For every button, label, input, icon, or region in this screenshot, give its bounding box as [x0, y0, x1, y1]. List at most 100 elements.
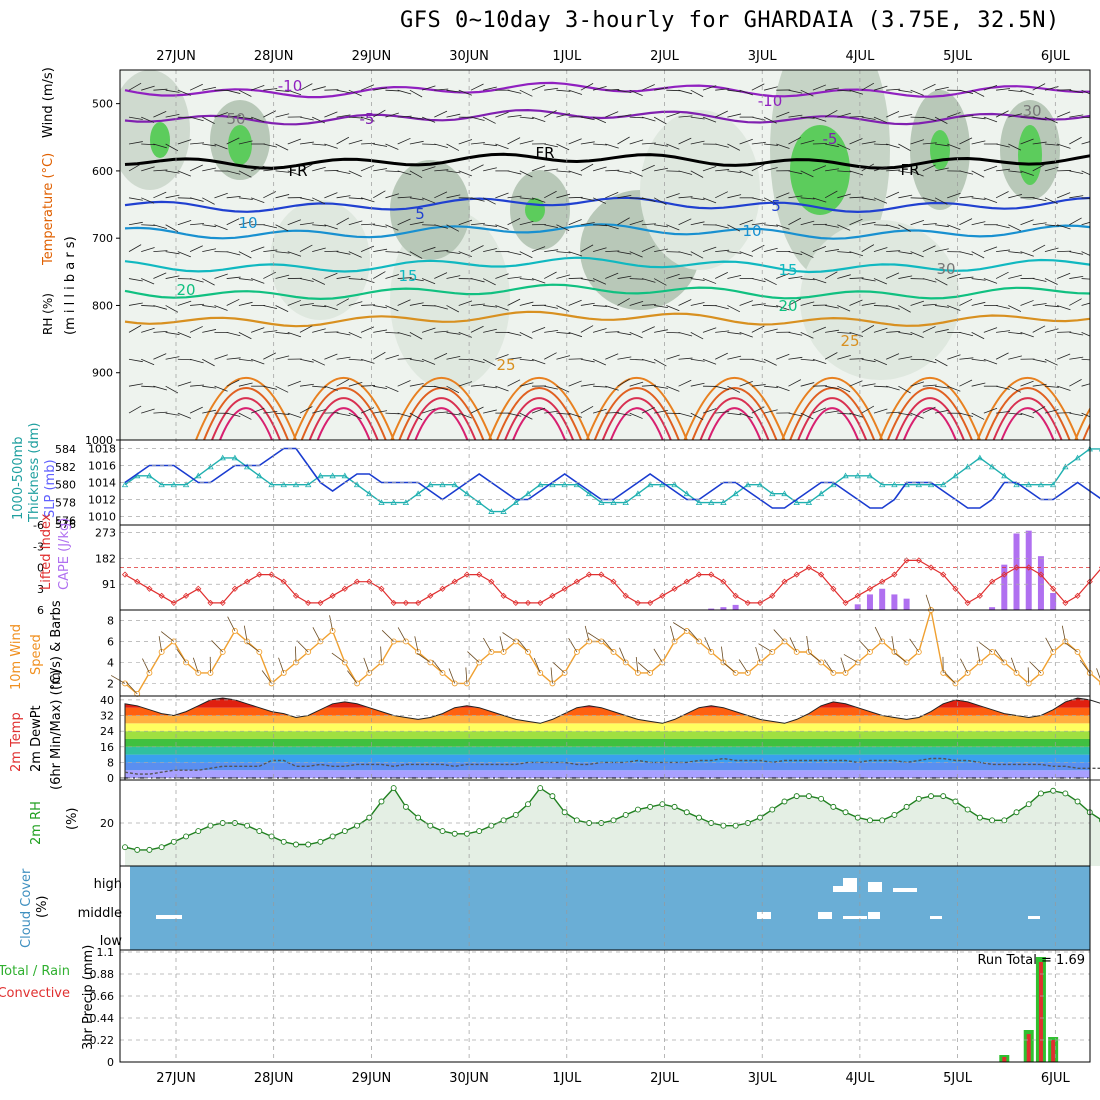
- wind-barb: [666, 224, 680, 231]
- cape-bar: [891, 594, 898, 610]
- rh2m-point: [903, 803, 910, 810]
- cape-bar: [879, 588, 886, 610]
- wind-barb: [995, 110, 1009, 118]
- wind-barb: [727, 113, 742, 118]
- wind-barb: [360, 245, 375, 253]
- wind-barb: [580, 358, 595, 363]
- li-point: [231, 585, 238, 592]
- wind-barb: [226, 412, 241, 417]
- thickness-point: [781, 490, 788, 497]
- wind-barb: [812, 407, 827, 414]
- wind-barb: [922, 197, 937, 202]
- contour-label: 20: [778, 297, 797, 315]
- wind-barb: [605, 191, 619, 199]
- wind-barb: [666, 193, 680, 199]
- li-point: [146, 585, 153, 592]
- wind-barb: [959, 412, 974, 417]
- temp-band: [125, 754, 1090, 763]
- wind-barb: [1057, 143, 1071, 149]
- wind-barb: [849, 170, 864, 176]
- wind-barb: [1020, 412, 1034, 419]
- wind-barb: [910, 220, 925, 226]
- wind-barb: [336, 356, 351, 360]
- thickness-point: [378, 499, 385, 506]
- wind10-barb: [380, 646, 382, 663]
- wind-barb: [544, 249, 559, 253]
- rh2m-point: [830, 803, 837, 810]
- li-tick: -6: [33, 519, 44, 532]
- wind-barb: [153, 330, 168, 333]
- wind-barb: [373, 305, 388, 309]
- boundary-layer-isotherm: [699, 397, 770, 440]
- wind10-barb: [176, 649, 187, 663]
- wind-barb: [837, 355, 851, 360]
- wind10-barb: [295, 646, 297, 663]
- boundary-layer-isotherm: [1091, 398, 1100, 440]
- wind-barb: [568, 299, 582, 306]
- wind-barb: [128, 302, 143, 306]
- wind-barb: [873, 327, 888, 333]
- wind-barb: [1032, 244, 1046, 252]
- wind-barb: [373, 224, 388, 228]
- rh-blob: [390, 160, 470, 260]
- day-label-bottom: 3JUL: [748, 1071, 778, 1086]
- temp-band: [125, 731, 1090, 739]
- cloud-cell: [156, 915, 182, 919]
- wind-barb: [788, 251, 803, 255]
- day-label-top: 30JUN: [449, 49, 489, 64]
- wind-barb: [373, 168, 388, 172]
- wind-barb: [690, 332, 704, 340]
- wind10-barb: [158, 636, 163, 653]
- wind-barb: [409, 116, 424, 120]
- wind10-barb: [670, 625, 675, 642]
- rh2m-point: [976, 814, 983, 821]
- wind-barb: [861, 278, 876, 282]
- wind-barb: [751, 197, 766, 202]
- pressure-tick: 500: [92, 98, 113, 111]
- wind-barb: [214, 385, 228, 392]
- wind-barb: [996, 88, 1011, 91]
- wind-barb: [959, 298, 973, 306]
- wind-barb: [934, 358, 948, 367]
- wind-barb: [556, 251, 571, 254]
- wind-barb: [128, 405, 142, 414]
- wind-barb: [385, 89, 400, 92]
- boundary-layer-isotherm: [894, 397, 965, 440]
- wind-barb: [495, 224, 509, 230]
- wind-barb: [922, 116, 937, 122]
- wind-barb: [263, 143, 278, 148]
- wind-barb: [763, 278, 777, 286]
- wind-barb: [385, 170, 400, 173]
- li-tick: -3: [33, 540, 44, 553]
- wind-barb: [519, 382, 534, 387]
- li-point: [622, 592, 629, 599]
- wind-barb: [189, 164, 203, 172]
- wind-barb: [458, 170, 472, 177]
- wind-barb: [312, 224, 327, 227]
- cape-bar: [720, 607, 727, 610]
- wind-barb: [324, 111, 338, 118]
- boundary-layer-isotherm: [406, 397, 477, 440]
- wind-barb: [348, 116, 363, 119]
- wind10-label-1: 10m Wind: [9, 624, 24, 690]
- wind-barb: [128, 116, 143, 120]
- wind-barb: [568, 251, 583, 257]
- wind-barb: [898, 331, 913, 335]
- wind-barb: [177, 170, 191, 177]
- wind-barb: [824, 190, 838, 199]
- wind-barb: [348, 251, 362, 258]
- rh2m-point: [329, 833, 336, 840]
- wind-barb: [202, 305, 217, 308]
- wind-barb: [727, 251, 742, 254]
- wind-barb: [275, 113, 290, 118]
- wind-barb: [751, 83, 765, 91]
- wind-barb: [715, 224, 729, 229]
- isotherm-line: [124, 108, 1090, 126]
- wind-barb: [1044, 116, 1058, 124]
- wind-barb: [934, 385, 949, 389]
- wind-barb: [861, 82, 875, 91]
- wind-barb: [934, 143, 949, 147]
- wind-barb: [983, 116, 998, 123]
- thickness-tick: 582: [55, 461, 76, 474]
- wind-barb: [507, 276, 522, 279]
